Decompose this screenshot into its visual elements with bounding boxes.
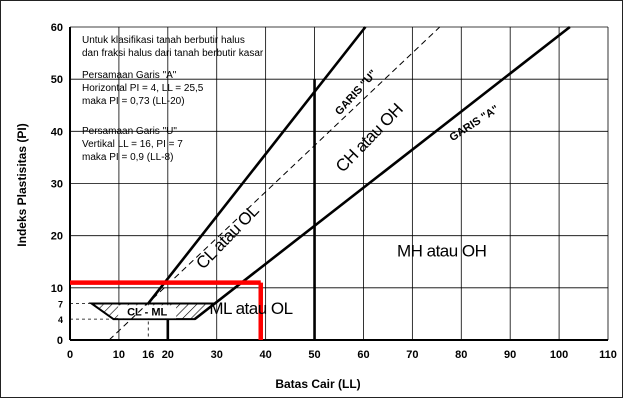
x-tick-label: 60 — [357, 349, 369, 361]
hatched-zone-label-bg — [118, 305, 177, 319]
y-tick-label: 20 — [51, 231, 63, 243]
tick-labels: 0 10 20 30 40 50 60 70 80 90 100 110 16 0 10 20 30 40 50 60… — [51, 22, 617, 361]
x-tick-label: 90 — [504, 349, 516, 361]
x-tick-label: 110 — [599, 349, 617, 361]
series-line-1 — [193, 25, 571, 321]
zone-label: CL atau OL — [192, 201, 262, 273]
zone-label: ML atau OL — [209, 299, 292, 318]
annotation-line-7: Vertikal LL = 16, PI = 7 — [82, 139, 183, 150]
annotation-line-1: Untuk klasifikasi tanah berbutir halus — [82, 35, 245, 46]
annotation-line-8: maka PI = 0,9 (LL-8) — [82, 152, 173, 163]
x-tick-label: 50 — [308, 349, 320, 361]
x-tick-label: 10 — [113, 349, 125, 361]
x-tick-label: 20 — [162, 349, 174, 361]
y-tick-label: 30 — [51, 179, 63, 191]
highlight-layer — [70, 280, 263, 340]
zone-label: MH atau OH — [397, 242, 486, 261]
annotation-block: Untuk klasifikasi tanah berbutir halus d… — [82, 35, 264, 163]
x-axis-title: Batas Cair (LL) — [275, 377, 360, 391]
x-tick-label: 100 — [550, 349, 568, 361]
y-tick-label: 10 — [51, 283, 63, 295]
annotation-line-3: Persamaan Garis "A" — [82, 70, 177, 81]
x-extra-tick-label: 16 — [142, 349, 154, 361]
annotation-line-6: Persamaan Garis "U" — [82, 126, 177, 137]
y-tick-label: 60 — [51, 22, 63, 34]
y-tick-label: 50 — [51, 74, 63, 86]
annotation-line-2: dan fraksi halus dari tanah berbutir kas… — [82, 48, 264, 59]
series-line-0 — [147, 26, 367, 305]
annotation-line-5: maka PI = 0,73 (LL-20) — [82, 96, 185, 107]
hatched-zone-layer: CL - ML — [88, 302, 218, 321]
x-tick-label: 80 — [455, 349, 467, 361]
hatched-zone-label: CL - ML — [127, 306, 167, 318]
line-label: GARIS "A" — [447, 103, 501, 144]
y-extra-tick-label: 4 — [58, 315, 63, 325]
y-tick-label: 0 — [57, 335, 63, 347]
series-layer — [108, 25, 571, 341]
series-line-2 — [108, 26, 441, 341]
y-axis-title: Indeks Plastisitas (PI) — [15, 123, 29, 246]
line-label: GARIS "U" — [333, 68, 380, 118]
y-tick-label: 40 — [51, 126, 63, 138]
annotation-line-4: Horizontal PI = 4, LL = 25,5 — [82, 83, 204, 94]
x-tick-label: 30 — [211, 349, 223, 361]
x-tick-label: 70 — [406, 349, 418, 361]
y-extra-tick-label: 7 — [58, 299, 63, 309]
x-tick-label: 40 — [260, 349, 272, 361]
x-tick-label: 0 — [67, 349, 73, 361]
